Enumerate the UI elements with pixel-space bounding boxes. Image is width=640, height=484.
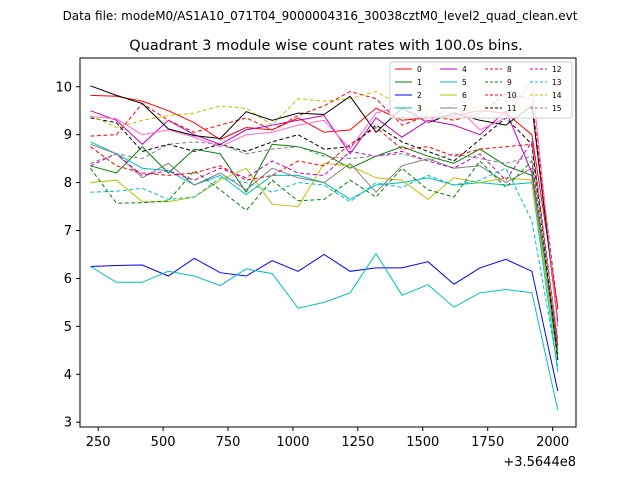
y-tick-label: 10 [55,80,72,95]
legend-label: 5 [462,78,467,87]
x-offset-label: +3.5644e8 [503,455,576,470]
series-line-5 [90,141,559,372]
legend-label: 2 [417,91,422,100]
series-line-extra-16 [90,85,559,322]
legend-label: 4 [462,65,467,74]
chart-suptitle: Data file: modeM0/AS1A10_071T04_90000043… [63,9,578,23]
chart-title: Quadrant 3 module wise count rates with … [129,38,523,54]
legend-label: 3 [417,104,422,113]
legend-box [389,61,573,119]
x-tick-label: 1250 [341,435,374,450]
y-tick-label: 8 [64,176,72,191]
plot-lines [89,78,559,411]
series-line-8 [90,90,559,310]
legend-label: 7 [462,104,467,113]
x-tick-label: 500 [151,435,176,450]
y-tick-label: 5 [64,320,72,335]
series-line-11 [90,117,559,360]
series-line-9 [89,159,559,356]
series-line-6 [90,162,559,356]
y-tick-label: 3 [64,416,72,431]
series-line-10 [90,126,559,346]
legend-label: 15 [552,104,562,113]
legend-label: 1 [417,78,422,87]
legend-label: 8 [507,65,512,74]
legend-label: 6 [462,91,467,100]
x-axis: 250 500 750 1000 1250 1500 1750 2000 [86,427,569,450]
series-line-3 [90,252,559,411]
legend-label: 10 [507,91,517,100]
x-tick-label: 1000 [276,435,309,450]
legend-label: 11 [507,104,517,113]
series-line-2 [90,253,559,392]
y-tick-label: 4 [64,368,72,383]
y-tick-label: 9 [64,128,72,143]
series-line-7 [90,143,559,351]
series-line-13 [90,167,559,368]
series-line-extra-17 [90,78,559,327]
legend-label: 9 [507,78,512,87]
x-tick-label: 250 [86,435,111,450]
y-tick-label: 7 [64,224,72,239]
series-line-15 [90,141,559,339]
series-line-12 [90,140,559,341]
y-tick-label: 6 [64,272,72,287]
plot-frame [79,57,577,428]
legend-label: 12 [552,65,562,74]
legend-label: 14 [552,91,562,100]
legend-label: 0 [417,65,422,74]
x-tick-label: 2000 [536,435,569,450]
x-tick-label: 1750 [471,435,504,450]
legend-label: 13 [552,78,562,87]
y-axis: 3 4 5 6 7 8 9 10 [55,80,80,431]
x-tick-label: 1500 [406,435,439,450]
series-line-4 [90,109,559,346]
x-tick-label: 750 [216,435,241,450]
series-line-1 [90,143,559,360]
